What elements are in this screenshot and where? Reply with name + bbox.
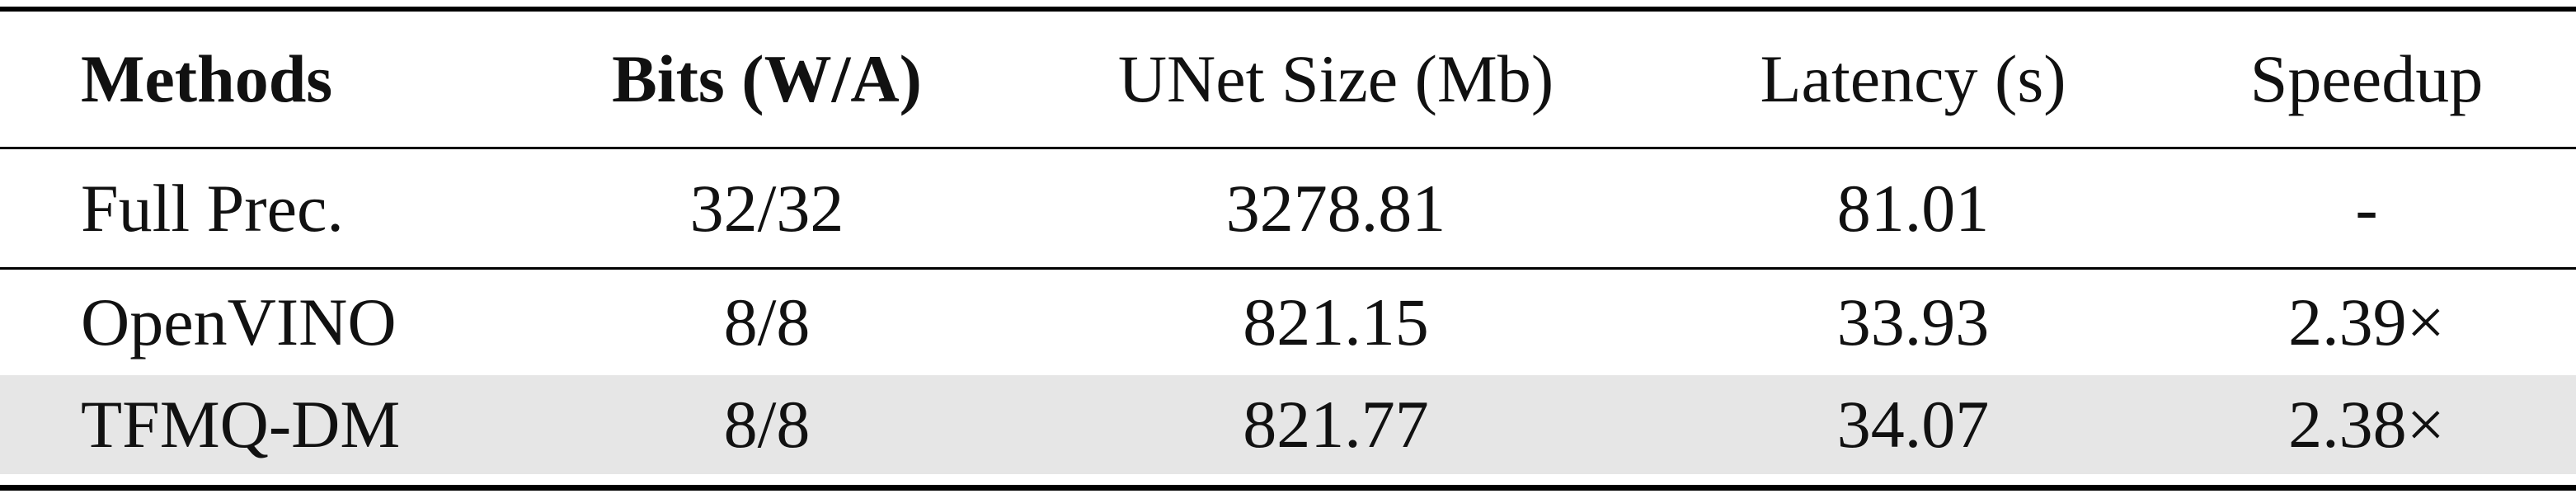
- header-rule: [0, 147, 2576, 149]
- table-row: OpenVINO 8/8 821.15 33.93 2.39×: [0, 270, 2576, 375]
- cell-speedup: 2.39×: [2288, 284, 2445, 360]
- cell-bits: 8/8: [723, 387, 811, 462]
- section-rule: [0, 267, 2576, 270]
- cell-method: OpenVINO: [81, 284, 397, 360]
- bottom-rule: [0, 485, 2576, 491]
- cell-method: TFMQ-DM: [81, 387, 401, 462]
- table-row-highlighted: TFMQ-DM 8/8 821.77 34.07 2.38×: [0, 375, 2576, 474]
- header-bits: Bits (W/A): [612, 41, 922, 116]
- cell-bits: 8/8: [723, 284, 811, 360]
- cell-unet-size: 821.77: [1243, 387, 1429, 462]
- cell-latency: 33.93: [1836, 284, 1990, 360]
- header-row: Methods Bits (W/A) UNet Size (Mb) Latenc…: [0, 12, 2576, 147]
- header-unet-size: UNet Size (Mb): [1117, 41, 1554, 116]
- cell-latency: 81.01: [1836, 170, 1990, 246]
- cell-bits: 32/32: [689, 170, 844, 246]
- cell-speedup: -: [2355, 170, 2378, 246]
- cell-latency: 34.07: [1836, 387, 1990, 462]
- cell-unet-size: 821.15: [1243, 284, 1429, 360]
- table-row: Full Prec. 32/32 3278.81 81.01 -: [0, 149, 2576, 267]
- cell-method: Full Prec.: [81, 170, 344, 246]
- cell-speedup: 2.38×: [2288, 387, 2445, 462]
- cell-unet-size: 3278.81: [1225, 170, 1446, 246]
- header-latency: Latency (s): [1760, 41, 2066, 116]
- header-speedup: Speedup: [2249, 41, 2484, 116]
- header-methods: Methods: [81, 41, 333, 116]
- top-rule: [0, 7, 2576, 12]
